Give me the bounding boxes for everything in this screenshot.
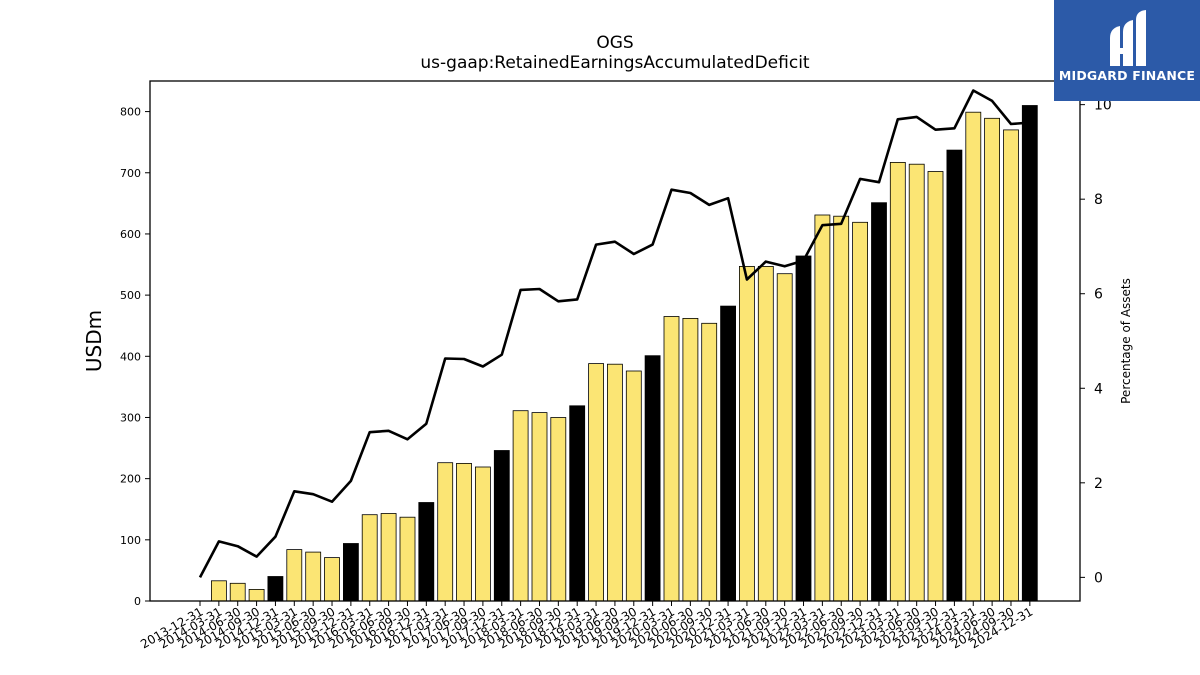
bar: [946, 149, 963, 602]
y2-tick-label: 6: [1094, 287, 1103, 303]
bar: [682, 317, 699, 602]
bar: [305, 551, 322, 602]
bar: [871, 202, 887, 602]
bar: [607, 363, 623, 602]
y-tick-label: 500: [120, 289, 141, 302]
y-tick-label: 0: [134, 595, 141, 608]
bar: [267, 576, 284, 602]
y2-tick-label: 8: [1094, 192, 1103, 208]
bar: [324, 557, 340, 602]
bar: [1003, 129, 1019, 602]
x-axis: 2013-12-312014-03-312014-06-302014-09-30…: [138, 601, 1035, 651]
bar: [286, 549, 303, 602]
bar: [493, 450, 510, 602]
bar: [833, 215, 850, 602]
y2-tick-label: 2: [1094, 476, 1103, 492]
y-tick-label: 600: [120, 228, 141, 241]
bar: [248, 589, 265, 602]
bar: [229, 582, 246, 602]
bar: [720, 305, 736, 602]
bar: [814, 214, 831, 602]
bar: [908, 163, 925, 602]
bar: [531, 412, 548, 602]
y2-tick-label: 0: [1094, 570, 1103, 586]
bar: [361, 514, 378, 602]
logo-mark-icon: [1110, 10, 1146, 66]
bar: [342, 543, 359, 602]
bar: [739, 265, 755, 602]
y-tick-label: 400: [120, 350, 141, 363]
bar: [663, 316, 680, 602]
y-tick-label: 700: [120, 167, 141, 180]
y-tick-label: 800: [120, 106, 141, 119]
bar: [550, 417, 567, 602]
bar-series: [210, 105, 1038, 602]
left-axis: 0 100 200 300 400 500 600 700 800: [120, 106, 150, 608]
y2-axis-label: Percentage of Assets: [1119, 278, 1133, 404]
midgard-finance-logo: MIDGARD FINANCE: [1054, 0, 1200, 101]
bar: [380, 513, 397, 602]
percentage-line-series: [198, 89, 1030, 579]
right-axis: 0 2 4 6 8 10: [1080, 98, 1112, 586]
y2-tick-label: 4: [1094, 381, 1103, 397]
chart-title: OGS: [596, 33, 634, 53]
bar: [399, 516, 416, 602]
y-tick-label: 300: [120, 411, 141, 424]
bar: [852, 221, 868, 602]
bar: [437, 462, 454, 602]
logo-text: MIDGARD FINANCE: [1058, 68, 1196, 83]
bar: [512, 410, 529, 602]
bar: [210, 580, 227, 602]
bar: [474, 466, 491, 602]
bar: [418, 502, 435, 602]
bar: [965, 111, 982, 602]
y-tick-label: 200: [120, 473, 141, 486]
bar: [757, 265, 774, 602]
bar: [927, 171, 944, 602]
bar: [569, 405, 586, 602]
bar: [644, 355, 661, 602]
bar: [889, 161, 906, 602]
bar: [776, 273, 793, 602]
bar: [456, 462, 472, 602]
bar: [984, 117, 1000, 602]
percentage-line: [198, 89, 1030, 579]
bar: [795, 255, 812, 602]
bar: [588, 363, 604, 602]
chart-subtitle: us-gaap:RetainedEarningsAccumulatedDefic…: [420, 53, 810, 73]
bar: [701, 322, 718, 602]
bar: [625, 370, 642, 602]
bar: [1021, 105, 1038, 602]
y2-tick-label: 10: [1094, 98, 1112, 114]
y-tick-label: 100: [120, 534, 141, 547]
y-axis-label: USDm: [82, 310, 106, 372]
